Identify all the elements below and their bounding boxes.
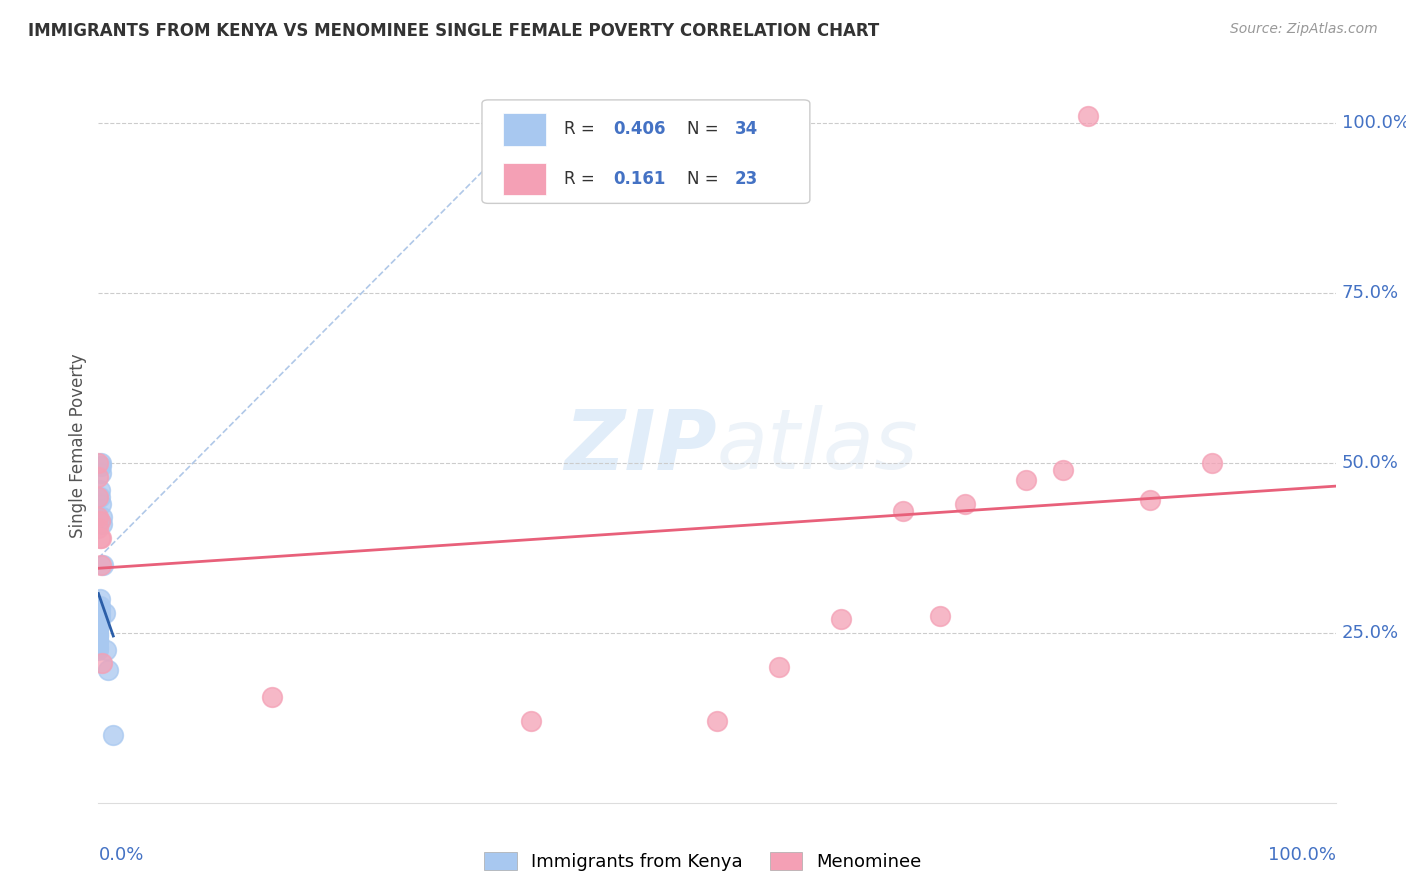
Text: 25.0%: 25.0% [1341,624,1399,642]
Point [1201,456,1223,470]
Point [830,612,852,626]
Text: R =: R = [564,169,599,187]
Point [1139,493,1161,508]
Point [87,623,110,637]
Point [768,660,790,674]
Text: 100.0%: 100.0% [1341,114,1406,132]
Point [87,636,110,650]
Text: 100.0%: 100.0% [1268,846,1336,863]
Point [91,517,114,532]
Text: 23: 23 [734,169,758,187]
Point [87,626,110,640]
Point [90,456,112,470]
Point [87,619,110,633]
Point [90,459,112,474]
Point [103,728,125,742]
Point [87,510,110,524]
Point [87,623,110,637]
Text: ZIP: ZIP [564,406,717,486]
Bar [503,162,547,194]
Point [90,466,112,480]
Point [89,531,111,545]
Point [97,663,120,677]
Point [87,640,110,655]
Text: 75.0%: 75.0% [1341,284,1399,302]
Point [1077,109,1099,123]
Point [520,714,543,729]
Text: Source: ZipAtlas.com: Source: ZipAtlas.com [1230,22,1378,37]
Point [87,612,110,626]
Point [87,632,110,647]
Point [87,456,110,470]
Point [928,608,950,623]
Point [87,629,110,643]
Point [1052,463,1074,477]
Text: N =: N = [688,120,724,138]
Text: N =: N = [688,169,724,187]
Point [87,629,110,643]
Point [87,632,110,647]
Point [90,497,112,511]
Point [89,483,111,498]
Point [87,627,110,641]
Point [90,531,112,545]
Y-axis label: Single Female Poverty: Single Female Poverty [69,354,87,538]
Point [89,514,111,528]
Point [93,558,115,572]
Point [89,599,111,613]
FancyBboxPatch shape [482,100,810,203]
Point [87,640,110,654]
Point [953,497,976,511]
Text: atlas: atlas [717,406,918,486]
Point [91,510,114,524]
Text: 0.161: 0.161 [613,169,665,187]
Text: IMMIGRANTS FROM KENYA VS MENOMINEE SINGLE FEMALE POVERTY CORRELATION CHART: IMMIGRANTS FROM KENYA VS MENOMINEE SINGL… [28,22,879,40]
Point [87,643,110,657]
Point [89,602,111,616]
Point [89,606,111,620]
Point [90,558,112,572]
Text: R =: R = [564,120,599,138]
Text: 0.406: 0.406 [613,120,665,138]
Point [1015,473,1038,487]
Point [891,503,914,517]
Point [91,657,114,671]
Point [87,520,110,534]
Point [87,469,110,483]
Legend: Immigrants from Kenya, Menominee: Immigrants from Kenya, Menominee [477,845,929,879]
Point [89,612,111,626]
Text: 0.0%: 0.0% [98,846,143,863]
Point [260,690,283,705]
Point [706,714,728,729]
Point [93,606,115,620]
Text: 34: 34 [734,120,758,138]
Text: 50.0%: 50.0% [1341,454,1399,472]
Point [87,490,110,504]
Point [94,643,117,657]
Point [89,591,111,606]
Point [87,634,110,648]
Point [89,490,111,504]
Bar [503,113,547,145]
Point [89,608,111,623]
